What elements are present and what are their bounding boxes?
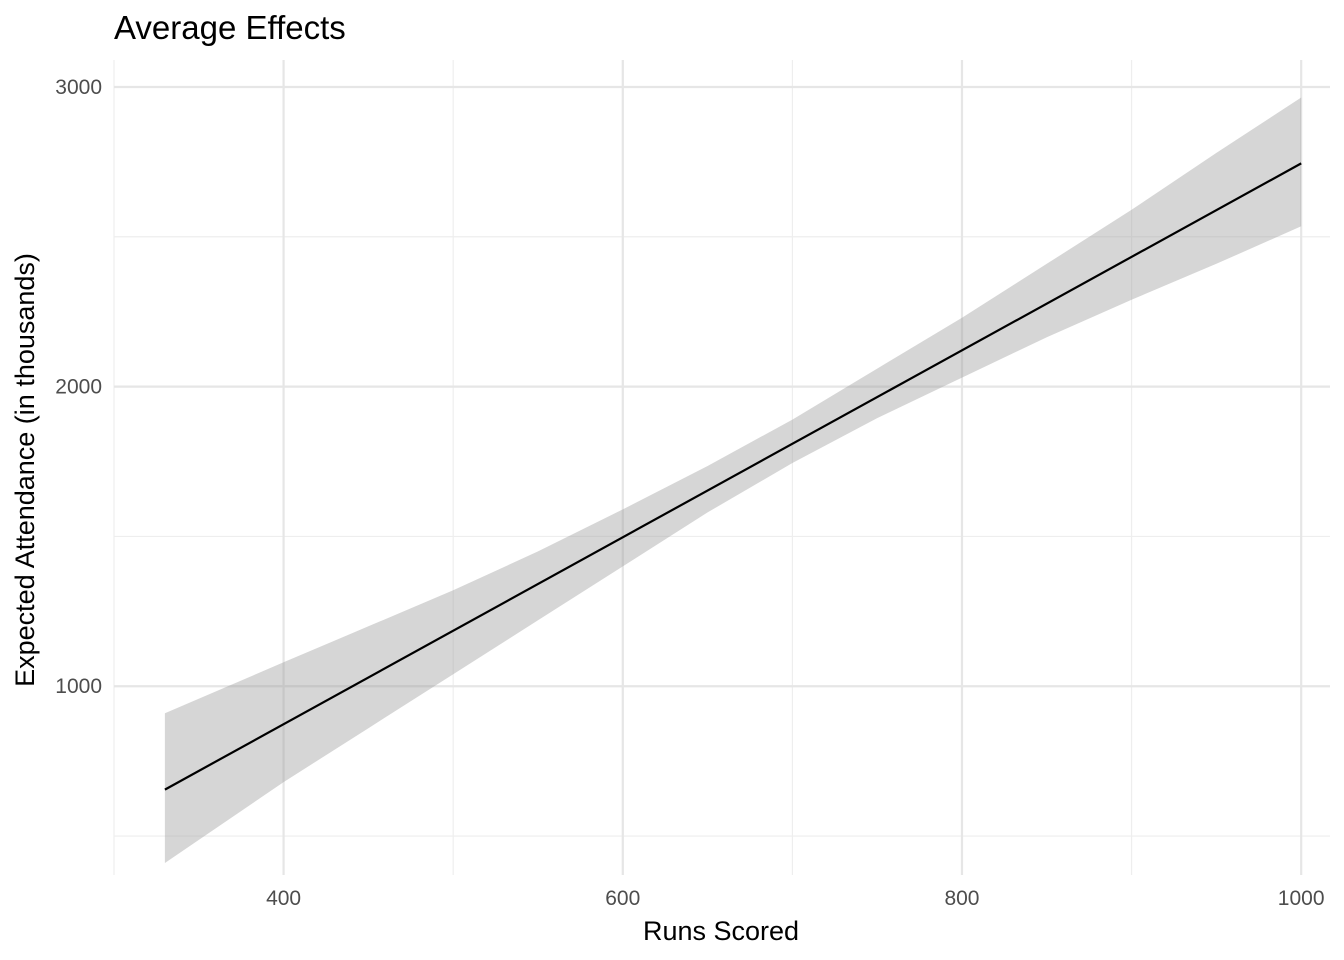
x-tick-label: 400 xyxy=(266,887,301,910)
x-axis-ticks: 400 600 800 1000 xyxy=(266,887,1324,910)
x-tick-label: 1000 xyxy=(1278,887,1325,910)
x-axis-title: Runs Scored xyxy=(643,916,799,946)
y-axis-title: Expected Attendance (in thousands) xyxy=(10,253,40,687)
fit-line-layer xyxy=(164,162,1302,791)
chart-title: Average Effects xyxy=(114,9,346,46)
confidence-band xyxy=(164,97,1302,863)
confidence-band-layer xyxy=(164,97,1302,863)
y-tick-label: 1000 xyxy=(55,675,102,698)
y-axis-ticks: 1000 2000 3000 xyxy=(55,76,102,698)
fit-line xyxy=(164,162,1302,791)
grid xyxy=(113,60,1330,875)
x-tick-label: 800 xyxy=(944,887,979,910)
y-tick-label: 3000 xyxy=(55,76,102,99)
x-tick-label: 600 xyxy=(605,887,640,910)
y-tick-label: 2000 xyxy=(55,376,102,399)
